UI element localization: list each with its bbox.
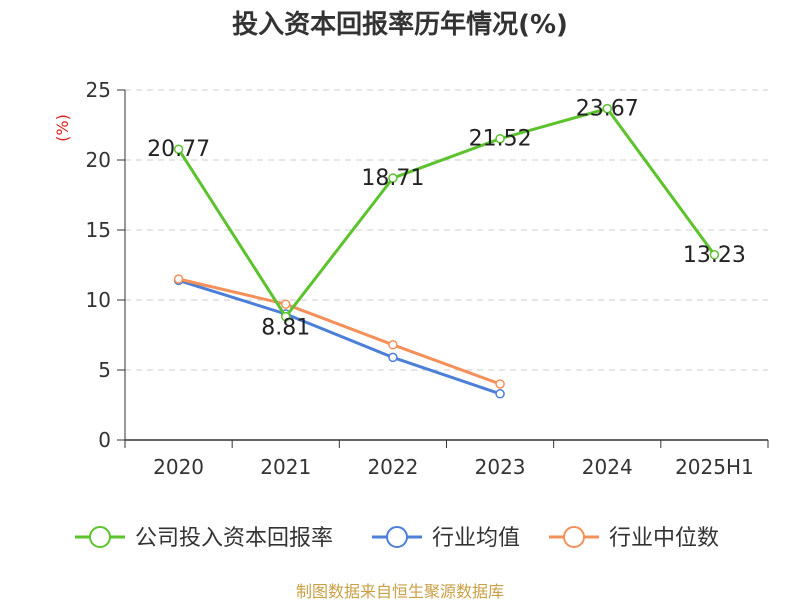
data-label: 13.23 (683, 243, 746, 268)
x-tick-label: 2022 (367, 455, 418, 479)
x-tick-label: 2020 (153, 455, 204, 479)
y-tick-label: 20 (86, 148, 111, 172)
series-2-point (388, 340, 398, 350)
series-0-point (388, 173, 398, 183)
data-label: 8.81 (261, 316, 310, 341)
y-tick-label: 25 (86, 78, 111, 102)
data-label: 21.52 (469, 127, 532, 152)
legend-label-2: 行业中位数 (609, 526, 719, 551)
series-0-point (602, 103, 612, 114)
y-tick-label: 0 (98, 428, 111, 452)
series-line-2 (178, 277, 501, 386)
series-0-point (281, 311, 291, 322)
data-label: 20.77 (147, 137, 210, 162)
x-tick-label: 2024 (582, 455, 633, 479)
y-tick-label: 5 (98, 358, 111, 382)
legend-label-1: 行业均值 (432, 526, 520, 551)
x-tick-label: 2023 (475, 455, 526, 479)
series-0-point (495, 133, 505, 144)
y-tick-label: 15 (86, 218, 111, 242)
legend-marker-2 (563, 526, 585, 548)
legend-label-0: 公司投入资本回报率 (135, 526, 333, 551)
series-2-point (495, 379, 505, 389)
series-line-0 (177, 107, 716, 319)
series-2-point (281, 299, 291, 309)
source-footer: 制图数据来自恒生聚源数据库 (295, 582, 504, 601)
grid-layer (125, 89, 768, 371)
series-0-point (173, 144, 184, 154)
data-label: 23.67 (576, 97, 639, 122)
y-axis-label: (%) (53, 114, 72, 142)
series-layer (173, 103, 720, 399)
x-tick-label: 2025H1 (675, 455, 754, 479)
data-label-layer: 20.77 8.81 18.71 21.52 23.67 13.23 (147, 97, 746, 341)
axis-layer: 0 5 10 15 20 25 (%) 2020 2021 2022 2023 2024 2025H1 (53, 78, 769, 479)
legend: 公司投入资本回报率 行业均值 行业中位数 (75, 526, 719, 551)
series-1-point (388, 352, 398, 363)
y-tick-label: 10 (86, 288, 111, 312)
series-line-1 (178, 278, 501, 396)
data-label: 18.71 (361, 166, 424, 191)
legend-marker-0 (89, 526, 111, 548)
chart-title: 投入资本回报率历年情况(%) (232, 10, 568, 40)
series-1-point (495, 389, 505, 399)
series-0-point (709, 250, 720, 260)
legend-marker-1 (386, 526, 408, 548)
series-2-point (173, 274, 184, 284)
x-tick-label: 2021 (260, 455, 311, 479)
